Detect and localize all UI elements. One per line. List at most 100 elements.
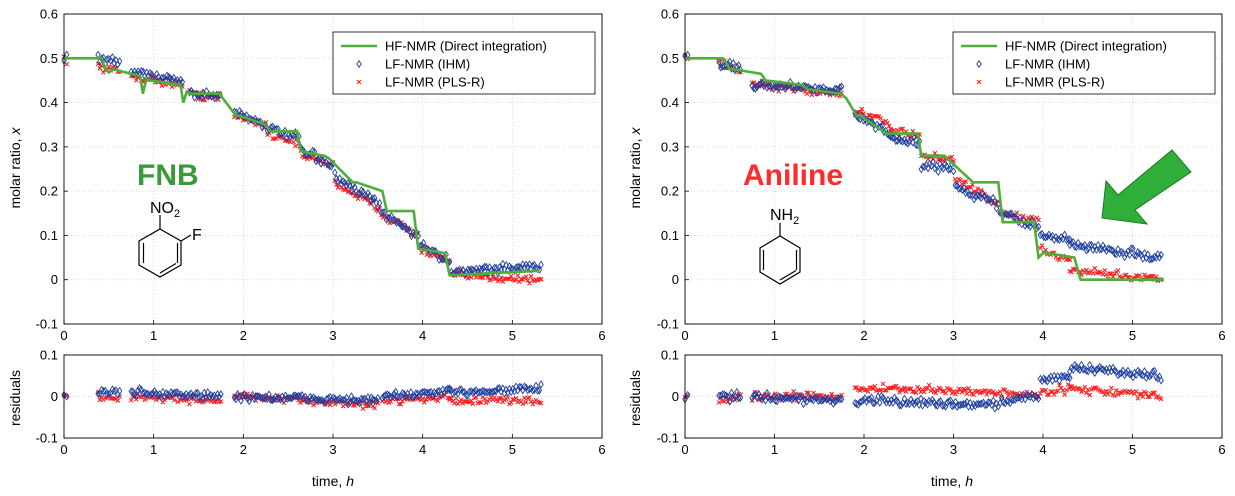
ihm-point <box>1083 246 1090 255</box>
ihm-point <box>721 62 728 71</box>
ihm-point <box>400 222 406 231</box>
aniline-ylabel: molar ratio,x <box>627 126 643 208</box>
ihm-point <box>208 92 215 101</box>
ihm-point <box>825 87 832 96</box>
ihm-point <box>396 392 402 402</box>
ihm-point <box>292 391 299 400</box>
ihm-point <box>1027 393 1033 402</box>
plsr-point <box>1004 389 1010 395</box>
plsr-point <box>1060 388 1066 393</box>
y-tick-label: -0.1 <box>657 317 679 332</box>
ihm-point <box>974 191 981 200</box>
ihm-point <box>1072 242 1078 251</box>
plsr-point <box>480 275 486 281</box>
panel-fnb: 0 1 2 3 4 5 6-0.100.10.20.30.40.50.6HF-NMR (Di… <box>7 7 606 490</box>
ihm-point <box>538 260 544 269</box>
ihm-point <box>111 59 117 68</box>
plsr-point <box>110 396 115 401</box>
y-tick-label: -0.1 <box>36 317 58 332</box>
plsr-point <box>913 390 919 395</box>
plsr-point <box>458 397 464 402</box>
ihm-point <box>716 57 722 66</box>
x-tick-label: 3 <box>329 442 336 457</box>
plsr-point <box>64 61 70 67</box>
ihm-point <box>1035 394 1042 403</box>
ihm-point <box>104 55 110 64</box>
ihm-point <box>982 401 988 410</box>
ihm-point <box>382 390 389 400</box>
ihm-point <box>784 393 790 402</box>
ihm-point <box>1151 252 1158 261</box>
x-tick-label: 1 <box>150 328 157 343</box>
x-tick-label: 1 <box>771 442 778 457</box>
ihm-point <box>792 85 798 95</box>
ihm-point <box>992 197 998 206</box>
ihm-point <box>735 394 742 403</box>
plsr-point <box>1148 273 1154 279</box>
ihm-point <box>309 394 315 403</box>
plsr-point <box>938 386 944 392</box>
plsr-point <box>186 401 192 407</box>
plsr-point <box>990 389 996 395</box>
plsr-point <box>868 112 873 118</box>
plsr-point <box>751 80 757 85</box>
ihm-point <box>725 392 731 401</box>
legend-label-ihm: LF-NMR (IHM) <box>1005 57 1090 72</box>
ihm-point <box>858 397 865 406</box>
plsr-point <box>517 279 522 285</box>
x-tick-label: 6 <box>598 328 605 343</box>
plsr-point <box>878 115 884 121</box>
aniline-formula-label: NH2 <box>770 207 799 227</box>
ihm-point <box>258 393 264 402</box>
legend: HF-NMR (Direct integration) LF-NMR (IHM) L… <box>952 31 1216 95</box>
plsr-point <box>525 278 531 283</box>
ihm-point <box>282 126 288 135</box>
ihm-point <box>466 387 473 396</box>
ihm-point <box>186 390 193 400</box>
ihm-point <box>966 190 972 199</box>
plsr-point <box>910 389 916 394</box>
ihm-point <box>460 387 466 396</box>
hf-line <box>64 56 540 277</box>
plsr-point <box>291 139 297 145</box>
ihm-point <box>838 395 845 404</box>
ihm-point <box>1105 244 1111 253</box>
ihm-point <box>516 263 523 272</box>
y-tick-label: 0.2 <box>40 184 58 199</box>
hf-line <box>685 56 1164 282</box>
plsr-point <box>861 111 866 116</box>
ihm-point <box>529 386 536 395</box>
ihm-point <box>538 380 544 389</box>
plsr-point <box>946 387 952 392</box>
ihm-point <box>441 388 448 397</box>
ihm-point <box>1068 239 1075 248</box>
ihm-point <box>380 208 386 217</box>
x-tick-label: 2 <box>860 442 867 457</box>
x-tick-label: 5 <box>509 328 516 343</box>
ihm-point <box>435 387 441 396</box>
ihm-point <box>503 261 509 270</box>
axes-frame <box>63 13 603 325</box>
y-tick-label: 0 <box>672 389 679 404</box>
ihm-point <box>838 82 845 91</box>
x-tick-label: 4 <box>1039 442 1046 457</box>
ihm-point <box>775 392 782 401</box>
x-tick-label: 4 <box>1039 328 1046 343</box>
ihm-point <box>757 79 764 89</box>
plsr-point <box>1036 217 1041 223</box>
plsr-point <box>297 400 303 406</box>
ihm-point <box>384 390 391 399</box>
plsr-point <box>975 186 981 191</box>
ihm-point <box>730 59 737 68</box>
x-tick-label: 4 <box>419 328 426 343</box>
ihm-point <box>792 392 798 401</box>
x-tick-label: 1 <box>150 442 157 457</box>
ihm-point <box>779 393 785 403</box>
ihm-point <box>830 87 837 96</box>
ihm-point <box>1067 241 1073 250</box>
plsr-point <box>505 395 511 400</box>
ihm-series <box>61 380 544 409</box>
plsr-point <box>1110 274 1116 280</box>
ihm-point <box>106 389 112 399</box>
x-tick-label: 0 <box>60 328 67 343</box>
